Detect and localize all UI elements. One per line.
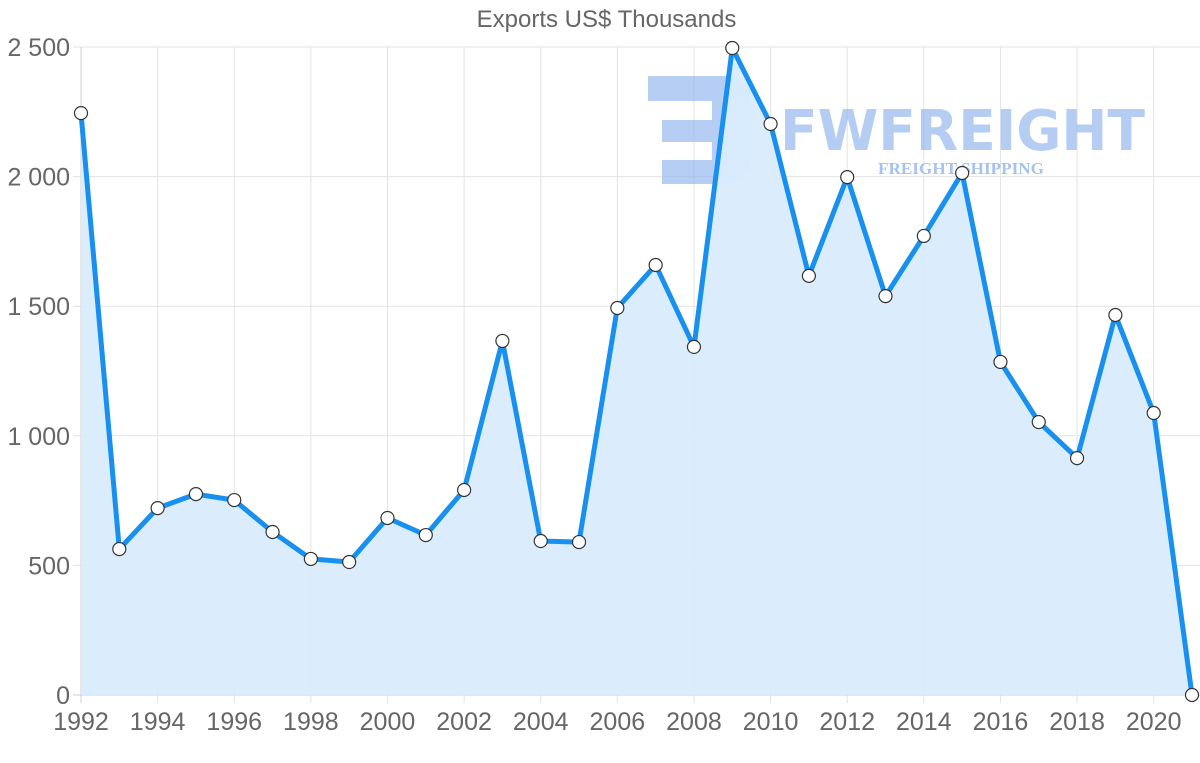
x-tick-label: 2004 [513, 708, 569, 736]
data-point-1999[interactable] [342, 554, 357, 570]
y-tick-label: 2 500 [7, 34, 70, 62]
x-tick-label: 2010 [743, 708, 799, 736]
data-point-1997[interactable] [265, 524, 280, 540]
data-point-1994[interactable] [150, 501, 165, 516]
x-tick-label: 2006 [590, 708, 646, 736]
data-point-2021[interactable] [1184, 687, 1200, 703]
data-point-2020[interactable] [1146, 405, 1161, 421]
data-point-2008[interactable] [686, 339, 702, 354]
data-point-2005[interactable] [571, 534, 587, 550]
data-point-2019[interactable] [1108, 307, 1123, 323]
data-point-2012[interactable] [840, 170, 855, 185]
x-tick-label: 2014 [896, 708, 952, 736]
watermark-brand: FWFREIGHT [780, 99, 1145, 164]
data-points [73, 40, 1200, 703]
data-point-2000[interactable] [380, 510, 395, 526]
y-tick-label: 2 000 [7, 164, 70, 192]
data-point-2015[interactable] [955, 165, 970, 181]
data-point-2013[interactable] [878, 288, 893, 304]
x-tick-label: 2008 [666, 708, 722, 736]
data-point-2014[interactable] [916, 228, 931, 244]
data-point-2018[interactable] [1069, 450, 1085, 466]
y-tick-label: 1 500 [7, 293, 70, 321]
data-point-2016[interactable] [993, 354, 1008, 370]
x-tick-label: 2002 [436, 708, 492, 736]
y-axis-ticks: 0 500 1 000 1 500 2 000 2 500 [7, 34, 70, 710]
data-point-1993[interactable] [112, 541, 127, 557]
y-tick-label: 500 [28, 552, 70, 580]
x-tick-label: 2016 [973, 708, 1029, 736]
data-point-2009[interactable] [725, 40, 740, 56]
area-fill [81, 48, 1192, 695]
data-point-2006[interactable] [610, 300, 625, 316]
data-point-1998[interactable] [303, 551, 318, 567]
x-tick-label: 2020 [1126, 708, 1182, 736]
data-point-2007[interactable] [648, 257, 663, 273]
data-line [78, 45, 1195, 696]
data-point-1992[interactable] [73, 105, 89, 121]
y-tick-label: 1 000 [7, 423, 70, 451]
y-tick-label: 0 [56, 682, 70, 710]
chart-title: Exports US$ Thousands [476, 6, 737, 33]
x-tick-label: 1992 [53, 708, 109, 736]
data-point-2001[interactable] [418, 527, 433, 543]
x-tick-label: 2012 [819, 708, 875, 736]
x-axis-ticks: 1992 1994 1996 1998 2000 2002 2004 2006 2008 2010… [53, 708, 1181, 736]
data-point-2003[interactable] [495, 333, 510, 349]
data-point-1996[interactable] [227, 492, 242, 508]
x-tick-label: 1994 [130, 708, 186, 736]
x-tick-label: 1998 [283, 708, 339, 736]
data-point-2010[interactable] [763, 116, 778, 132]
x-tick-label: 1996 [206, 708, 262, 736]
data-point-2004[interactable] [533, 533, 548, 549]
data-point-2002[interactable] [457, 482, 472, 498]
x-tick-label: 2000 [360, 708, 416, 736]
data-point-2017[interactable] [1031, 414, 1046, 430]
x-tick-label: 2018 [1049, 708, 1105, 736]
data-point-2011[interactable] [801, 268, 816, 283]
data-point-1995[interactable] [188, 487, 204, 502]
